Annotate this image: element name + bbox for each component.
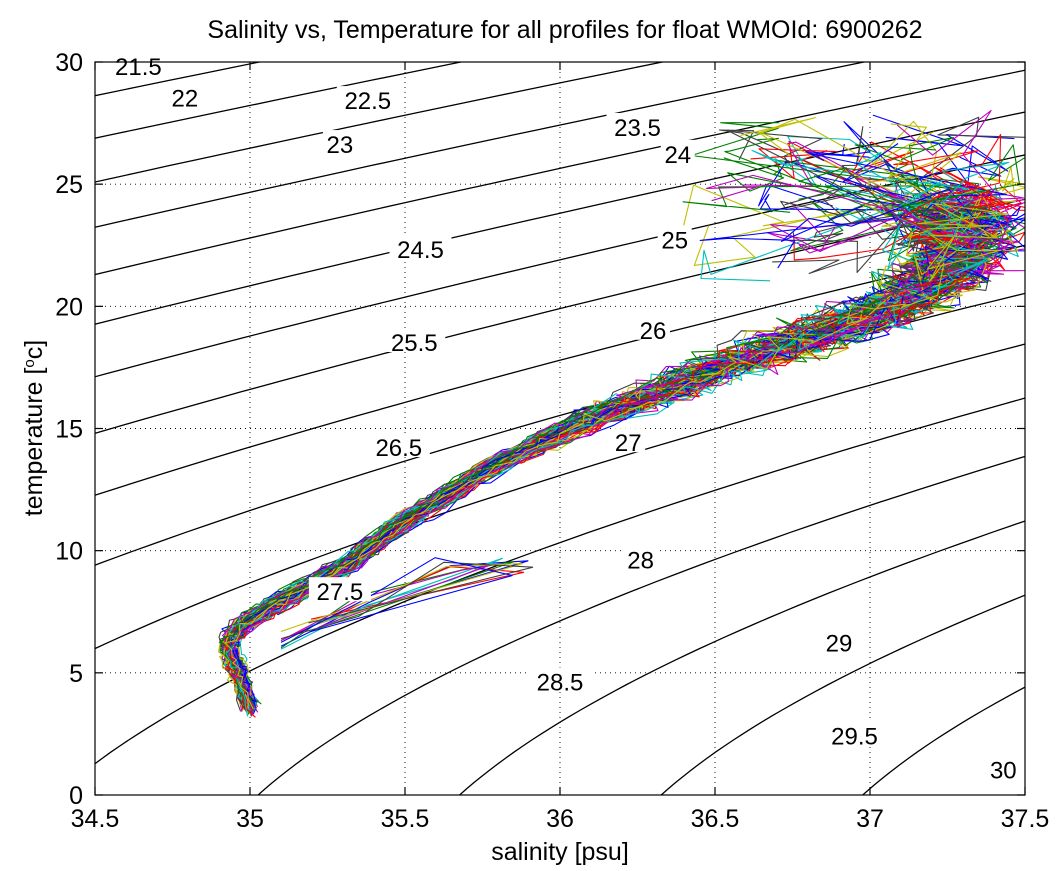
profile-line bbox=[223, 203, 1005, 709]
density-contour-label: 27 bbox=[615, 430, 642, 457]
y-tick-label: 15 bbox=[55, 416, 83, 444]
y-axis-label-tail: c] bbox=[20, 340, 48, 359]
density-contour-line bbox=[257, 455, 1025, 795]
density-contour-label-bg bbox=[636, 315, 670, 340]
density-contour-label: 28 bbox=[627, 547, 654, 574]
density-contour-label: 26 bbox=[640, 318, 667, 345]
y-axis-label: temperature [oc] bbox=[20, 340, 48, 516]
density-contour-label: 29 bbox=[826, 631, 853, 658]
density-contour-label: 28.5 bbox=[537, 670, 584, 697]
density-contour-label-bg bbox=[986, 755, 1021, 780]
density-contour-label-bg bbox=[389, 235, 452, 260]
density-contour-label-bg bbox=[611, 428, 646, 453]
density-contour-label-bg bbox=[308, 577, 371, 602]
profile-line bbox=[218, 185, 974, 701]
y-tick-label: 10 bbox=[55, 538, 83, 566]
y-tick-label: 25 bbox=[55, 171, 83, 199]
density-contour-label-bg bbox=[367, 433, 430, 458]
density-contour-line bbox=[95, 292, 1025, 566]
density-contour-label: 22 bbox=[172, 86, 199, 113]
density-contour-label-bg bbox=[606, 112, 669, 137]
density-contour-line bbox=[660, 594, 1025, 795]
x-axis-label: salinity [psu] bbox=[491, 838, 629, 866]
density-contour-label: 23 bbox=[327, 132, 354, 159]
density-contour-label: 27.5 bbox=[317, 579, 364, 606]
profile-line bbox=[224, 203, 1009, 710]
profile-line bbox=[221, 174, 986, 704]
density-contour-label: 23.5 bbox=[614, 115, 661, 142]
profile-intrusion-line bbox=[280, 561, 534, 640]
density-contour-label: 24.5 bbox=[397, 237, 444, 264]
density-contour-line bbox=[95, 62, 666, 183]
density-contour-label-bg bbox=[529, 667, 591, 692]
profile-intrusion-line bbox=[280, 564, 491, 642]
x-tick-label: 37 bbox=[856, 805, 884, 833]
density-contour-line bbox=[95, 62, 868, 228]
density-contour-line bbox=[95, 343, 1025, 650]
profile-intrusion-line bbox=[280, 557, 513, 643]
density-contour-label: 22.5 bbox=[344, 88, 391, 115]
density-contour-label-bg bbox=[167, 83, 202, 108]
density-contour-line bbox=[458, 520, 1025, 795]
density-contour-label: 29.5 bbox=[831, 723, 878, 750]
y-axis-label-main: temperature [ bbox=[20, 368, 48, 517]
profiles bbox=[218, 109, 1025, 718]
density-contour-label: 24 bbox=[664, 142, 691, 169]
density-contour-label-bg bbox=[657, 225, 692, 250]
density-contour-label: 25 bbox=[661, 227, 688, 254]
density-contour-label-bg bbox=[336, 86, 399, 111]
density-contour-label: 30 bbox=[990, 758, 1017, 785]
x-tick-label: 36.5 bbox=[691, 805, 740, 833]
density-contour-label-bg bbox=[107, 51, 170, 76]
y-axis-label-superscript: o bbox=[21, 359, 38, 367]
density-contour-label: 25.5 bbox=[391, 330, 438, 357]
y-tick-label: 30 bbox=[55, 49, 83, 77]
profile-line bbox=[232, 167, 1017, 706]
chart-title: Salinity vs, Temperature for all profile… bbox=[207, 16, 922, 44]
density-contour-label: 21.5 bbox=[115, 54, 162, 81]
density-contour-label-bg bbox=[623, 545, 658, 570]
density-contour-labels: 21.5 22 22.5 23 23.524 24.5 25 25.5 26 26.5 27 27.5… bbox=[107, 51, 1021, 785]
density-contour-label: 26.5 bbox=[375, 435, 422, 462]
profile-intrusion-line bbox=[280, 562, 524, 633]
density-contour-line bbox=[95, 154, 1025, 378]
x-tick-label: 37.5 bbox=[1001, 805, 1050, 833]
density-contour-line bbox=[95, 244, 1025, 496]
y-tick-label: 20 bbox=[55, 293, 83, 321]
density-contour-label-bg bbox=[822, 628, 856, 653]
x-tick-label: 36 bbox=[546, 805, 574, 833]
density-contour-label-bg bbox=[383, 327, 446, 352]
profile-line bbox=[225, 161, 1010, 717]
density-contour-label-bg bbox=[823, 721, 886, 746]
density-contour-line bbox=[95, 198, 1025, 434]
x-tick-label: 35 bbox=[236, 805, 264, 833]
x-tick-label: 34.5 bbox=[71, 805, 120, 833]
axis-ticks: 34.5 35 35.5 36 36.5 37 37.5 0 5 10 15 20 25 30 bbox=[55, 49, 1049, 833]
y-tick-label: 5 bbox=[69, 660, 83, 688]
x-tick-label: 35.5 bbox=[381, 805, 430, 833]
density-contour-label-bg bbox=[660, 139, 695, 164]
density-contour-label-bg bbox=[322, 130, 357, 155]
profile-line bbox=[220, 144, 1025, 705]
density-contour-line bbox=[95, 69, 1025, 276]
y-tick-label: 0 bbox=[69, 782, 83, 810]
